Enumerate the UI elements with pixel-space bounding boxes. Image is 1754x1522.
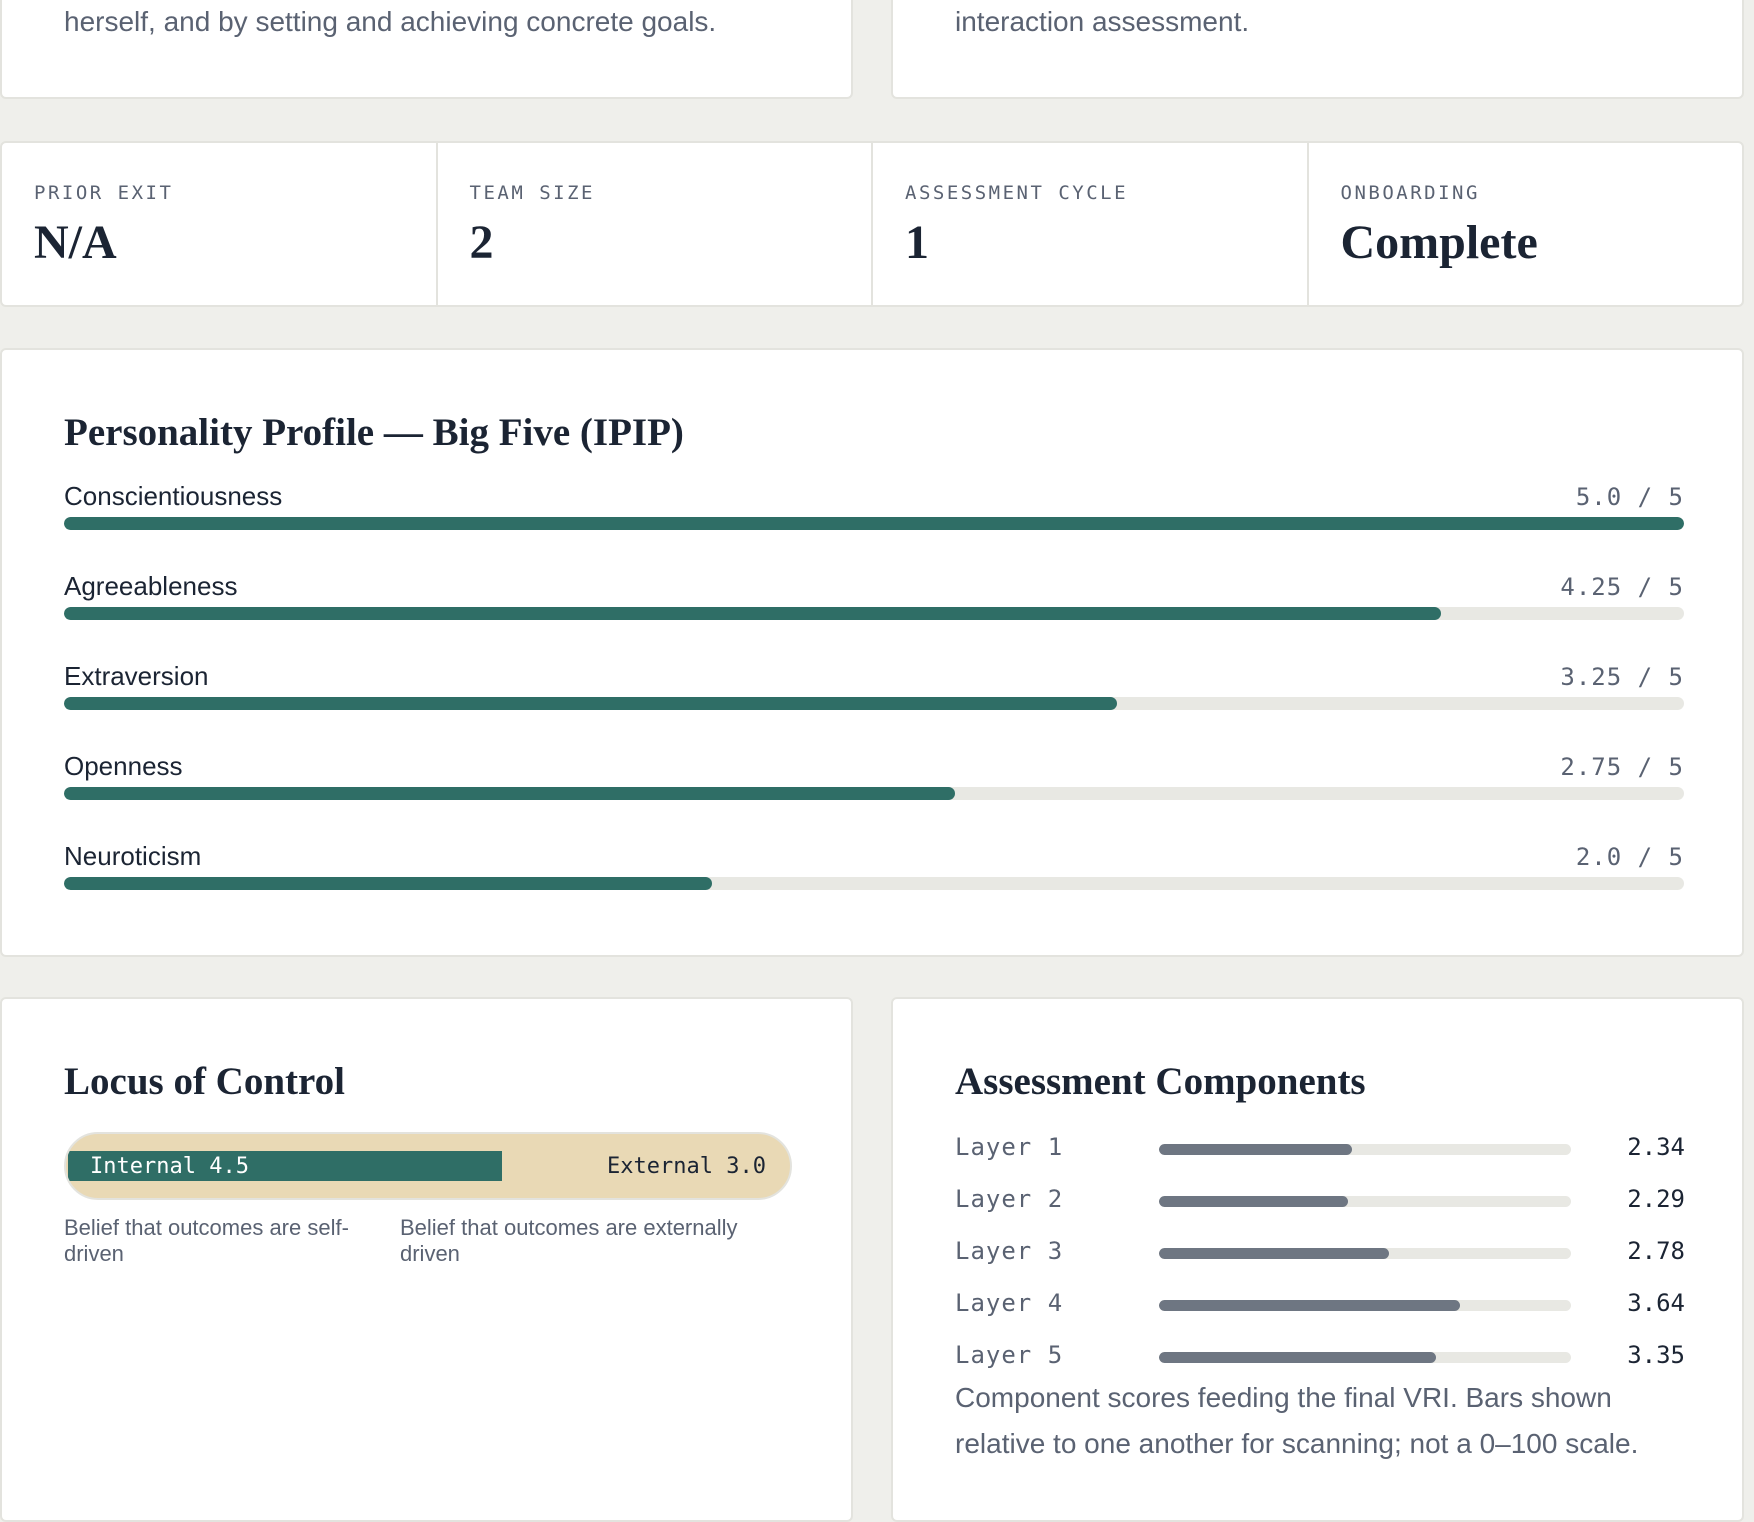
layer-value: 3.64 <box>1627 1289 1685 1317</box>
stat-label: ASSESSMENT CYCLE <box>905 182 1129 204</box>
stat-value: N/A <box>34 216 117 269</box>
layer-track <box>1159 1300 1571 1311</box>
stat-team-size: TEAM SIZE 2 <box>438 143 873 305</box>
trait-extraversion: Extraversion 3.25 / 5 <box>64 661 1684 723</box>
layer-name: Layer 3 <box>955 1237 1064 1265</box>
trait-conscientiousness: Conscientiousness 5.0 / 5 <box>64 481 1684 543</box>
locus-external-label: External 3.0 <box>607 1154 766 1179</box>
stat-value: 2 <box>469 216 494 269</box>
trait-track <box>64 787 1684 800</box>
summary-card-right: interaction assessment. <box>891 0 1744 99</box>
assessment-components-card: Assessment Components Layer 1 2.34 Layer… <box>891 997 1744 1522</box>
trait-name: Agreeableness <box>64 571 238 601</box>
layer-row-1: Layer 1 2.34 <box>955 1133 1685 1163</box>
trait-name: Extraversion <box>64 661 209 691</box>
layer-track <box>1159 1144 1571 1155</box>
trait-name: Conscientiousness <box>64 481 283 511</box>
layer-track <box>1159 1352 1571 1363</box>
trait-name: Neuroticism <box>64 841 202 871</box>
trait-score: 2.75 / 5 <box>1560 753 1684 781</box>
trait-fill <box>64 517 1684 530</box>
layer-value: 2.29 <box>1627 1185 1685 1213</box>
trait-fill <box>64 697 1117 710</box>
stat-prior-exit: PRIOR EXIT N/A <box>2 143 438 305</box>
layer-value: 3.35 <box>1627 1341 1685 1369</box>
components-title: Assessment Components <box>955 1060 1366 1103</box>
stat-label: PRIOR EXIT <box>34 182 174 204</box>
layer-name: Layer 4 <box>955 1289 1064 1317</box>
trait-name: Openness <box>64 751 183 781</box>
layer-value: 2.78 <box>1627 1237 1685 1265</box>
trait-score: 3.25 / 5 <box>1560 663 1684 691</box>
layer-name: Layer 1 <box>955 1133 1064 1161</box>
locus-title: Locus of Control <box>64 1060 345 1103</box>
stat-assessment-cycle: ASSESSMENT CYCLE 1 <box>873 143 1309 305</box>
layer-track <box>1159 1196 1571 1207</box>
trait-openness: Openness 2.75 / 5 <box>64 751 1684 813</box>
trait-track <box>64 877 1684 890</box>
layer-fill <box>1159 1144 1353 1155</box>
stat-value: Complete <box>1340 216 1538 269</box>
stat-label: ONBOARDING <box>1340 182 1480 204</box>
layer-name: Layer 5 <box>955 1341 1064 1369</box>
layer-fill <box>1159 1300 1460 1311</box>
trait-score: 5.0 / 5 <box>1575 483 1684 511</box>
trait-fill <box>64 607 1441 620</box>
locus-bar: Internal 4.5 External 3.0 <box>64 1132 792 1200</box>
trait-score: 2.0 / 5 <box>1575 843 1684 871</box>
locus-internal-label: Internal 4.5 <box>90 1154 249 1179</box>
stat-label: TEAM SIZE <box>469 182 595 204</box>
locus-internal-segment <box>68 1151 503 1181</box>
layer-row-2: Layer 2 2.29 <box>955 1185 1685 1215</box>
stats-row: PRIOR EXIT N/A TEAM SIZE 2 ASSESSMENT CY… <box>0 141 1744 307</box>
layer-fill <box>1159 1196 1349 1207</box>
trait-track <box>64 607 1684 620</box>
layer-value: 2.34 <box>1627 1133 1685 1161</box>
trait-agreeableness: Agreeableness 4.25 / 5 <box>64 571 1684 633</box>
trait-track <box>64 697 1684 710</box>
stat-onboarding: ONBOARDING Complete <box>1309 143 1743 305</box>
trait-fill <box>64 787 955 800</box>
trait-score: 4.25 / 5 <box>1560 573 1684 601</box>
trait-fill <box>64 877 712 890</box>
trait-track <box>64 517 1684 530</box>
locus-of-control-card: Locus of Control Internal 4.5 External 3… <box>0 997 853 1522</box>
trait-neuroticism: Neuroticism 2.0 / 5 <box>64 841 1684 903</box>
layer-track <box>1159 1248 1571 1259</box>
layer-row-4: Layer 4 3.64 <box>955 1289 1685 1319</box>
layer-name: Layer 2 <box>955 1185 1064 1213</box>
stat-value: 1 <box>905 216 929 269</box>
layer-row-5: Layer 5 3.35 <box>955 1341 1685 1371</box>
personality-profile-card: Personality Profile — Big Five (IPIP) Co… <box>0 348 1744 957</box>
personality-profile-title: Personality Profile — Big Five (IPIP) <box>64 411 684 454</box>
components-note: Component scores feeding the final VRI. … <box>955 1382 1639 1459</box>
summary-card-left: herself, and by setting and achieving co… <box>0 0 853 99</box>
layer-fill <box>1159 1248 1389 1259</box>
summary-text-right: interaction assessment. <box>955 6 1250 37</box>
layer-row-3: Layer 3 2.78 <box>955 1237 1685 1267</box>
locus-internal-description: Belief that outcomes are self-driven <box>64 1215 349 1266</box>
locus-external-description: Belief that outcomes are externally driv… <box>400 1215 738 1266</box>
summary-text-left: herself, and by setting and achieving co… <box>64 6 717 37</box>
layer-fill <box>1159 1352 1436 1363</box>
